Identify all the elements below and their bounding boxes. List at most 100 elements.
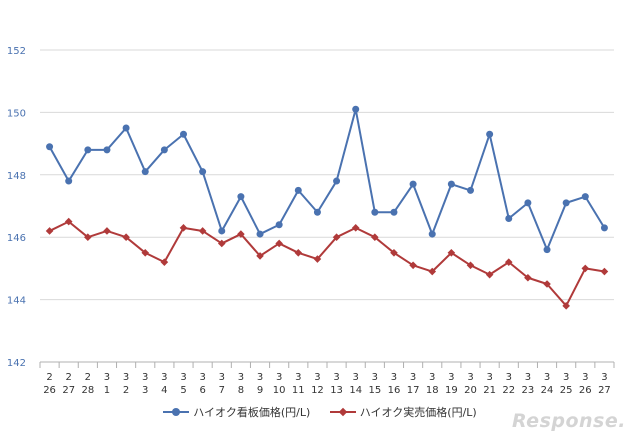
data-point	[199, 168, 207, 176]
data-point	[485, 270, 494, 279]
series-layer	[45, 105, 609, 310]
x-tick-label-month: 3	[295, 372, 301, 383]
data-point	[390, 208, 398, 216]
x-tick-label-day: 11	[292, 385, 305, 396]
watermark-logo: Response.	[512, 410, 626, 432]
data-point	[180, 130, 187, 138]
legend-item-actual-price: ハイオク実売価格(円/L)	[329, 404, 477, 420]
data-point	[256, 252, 264, 260]
x-tick-label-month: 3	[410, 372, 416, 383]
x-tick-label-month: 3	[142, 372, 148, 383]
data-point	[581, 193, 589, 201]
data-point	[84, 233, 92, 241]
data-point	[84, 146, 92, 154]
x-tick-label-month: 3	[601, 372, 607, 383]
data-point	[46, 143, 54, 151]
y-tick-label: 150	[7, 108, 26, 119]
x-tick-label-month: 2	[46, 372, 52, 383]
data-point	[122, 124, 130, 132]
data-point	[428, 230, 436, 238]
x-tick-label-day: 27	[598, 385, 611, 396]
data-point	[45, 227, 54, 235]
data-point	[256, 230, 264, 238]
x-tick-label-month: 3	[372, 372, 378, 383]
x-tick-label-day: 19	[445, 385, 458, 396]
data-point	[467, 186, 474, 194]
data-point	[65, 177, 73, 185]
data-point	[562, 199, 570, 207]
data-point	[141, 168, 149, 176]
data-point	[237, 230, 245, 238]
y-tick-label: 148	[7, 171, 26, 182]
data-point	[505, 214, 513, 222]
data-point	[294, 249, 303, 257]
x-tick-label-day: 28	[81, 385, 94, 396]
x-tick-label-month: 3	[429, 372, 435, 383]
x-tick-label-day: 20	[464, 385, 477, 396]
data-point	[103, 227, 111, 235]
x-tick-label-day: 3	[142, 385, 148, 396]
legend-diamond-marker	[329, 407, 356, 417]
x-tick-label-month: 2	[66, 372, 72, 383]
x-tick-label-day: 25	[560, 385, 573, 396]
x-tick-label-day: 23	[522, 385, 535, 396]
data-point	[466, 261, 475, 270]
data-point	[524, 273, 532, 282]
x-tick-label-month: 3	[238, 372, 244, 383]
data-point	[218, 227, 226, 235]
x-tick-label-month: 3	[391, 372, 397, 383]
data-point	[543, 246, 551, 254]
data-point	[141, 249, 150, 257]
data-point	[103, 146, 111, 154]
data-point	[409, 261, 417, 270]
legend-circle-marker	[163, 407, 190, 417]
x-tick-label-month: 3	[104, 372, 110, 383]
x-tick-label-day: 13	[330, 385, 343, 396]
x-tick-label-day: 9	[257, 385, 263, 396]
x-tick-label-day: 4	[161, 385, 167, 396]
data-point	[351, 224, 360, 232]
series-line-1	[49, 220, 605, 307]
x-tick-label-day: 5	[180, 385, 186, 396]
x-tick-label-month: 3	[257, 372, 263, 383]
x-tick-label-day: 12	[311, 385, 324, 396]
y-tick-label: 146	[7, 233, 26, 244]
x-tick-label-month: 3	[333, 372, 339, 383]
data-point	[332, 233, 341, 241]
data-point	[217, 239, 226, 248]
x-tick-label-month: 3	[219, 372, 225, 383]
legend: ハイオク看板価格(円/L) ハイオク実売価格(円/L)	[0, 404, 640, 420]
data-point	[333, 177, 341, 185]
x-tick-label-day: 14	[349, 385, 362, 396]
x-tick-label-day: 15	[368, 385, 381, 396]
y-tick-label: 142	[7, 358, 26, 369]
x-tick-label-month: 3	[544, 372, 550, 383]
x-tick-label-month: 3	[353, 372, 359, 383]
data-point	[562, 302, 570, 310]
legend-label: ハイオク実売価格(円/L)	[359, 406, 477, 419]
x-tick-label-day: 7	[219, 385, 225, 396]
data-point	[504, 258, 513, 266]
data-point	[486, 130, 494, 138]
x-tick-label-day: 16	[388, 385, 401, 396]
x-tick-label-month: 3	[180, 372, 186, 383]
x-tick-label-month: 3	[506, 372, 512, 383]
x-axis: 2262272283132333435363738393103113123133…	[39, 361, 615, 396]
data-point	[313, 208, 321, 216]
data-point	[275, 239, 283, 248]
x-tick-label-month: 2	[85, 372, 91, 383]
x-tick-label-day: 18	[426, 385, 439, 396]
grid-lines	[40, 49, 614, 301]
x-tick-label-month: 3	[123, 372, 129, 383]
x-tick-label-day: 10	[273, 385, 286, 396]
data-point	[352, 105, 360, 113]
data-point	[179, 224, 188, 232]
data-point	[294, 186, 302, 194]
data-point	[447, 249, 456, 257]
data-point	[600, 267, 609, 276]
x-tick-label-day: 21	[483, 385, 496, 396]
x-tick-label-month: 3	[582, 372, 588, 383]
x-tick-label-month: 3	[314, 372, 320, 383]
x-tick-label-month: 3	[563, 372, 569, 383]
